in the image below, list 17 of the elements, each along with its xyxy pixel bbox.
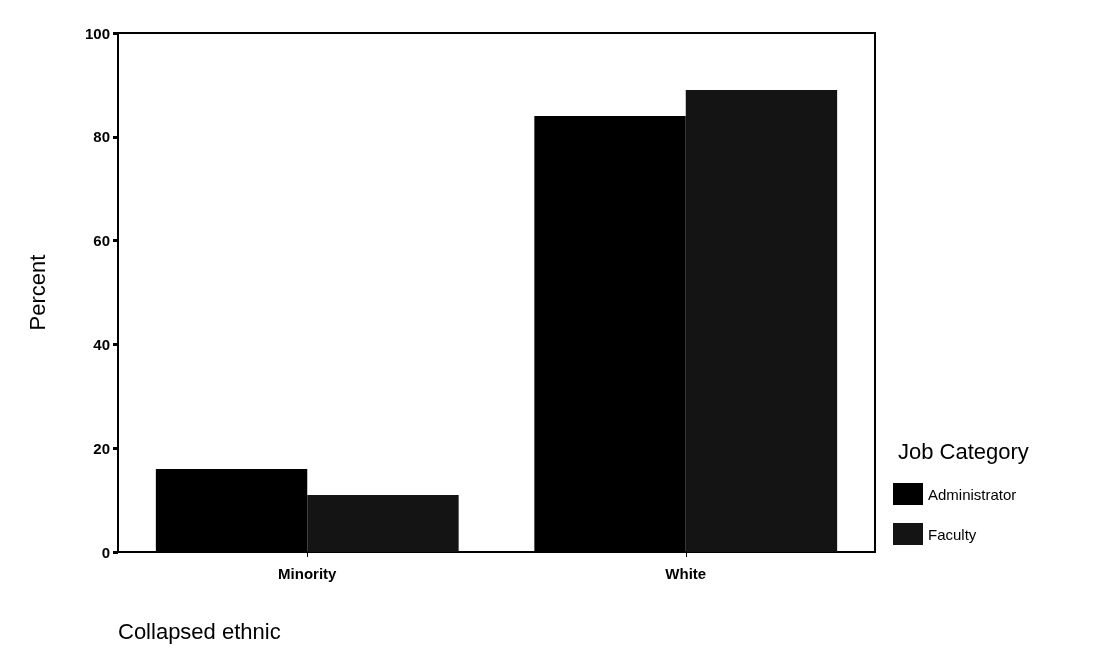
- x-tick-label: Minority: [278, 565, 338, 582]
- bar: [155, 468, 308, 552]
- x-tick-label: White: [665, 565, 707, 582]
- bar: [534, 116, 686, 552]
- x-axis-title: Collapsed ethnic: [118, 618, 281, 644]
- y-tick-label: 0: [101, 543, 110, 561]
- y-tick-label: 20: [93, 439, 110, 457]
- legend-title: Job Category: [898, 438, 1029, 464]
- y-tick-label: 100: [84, 24, 110, 42]
- bar: [685, 90, 838, 552]
- bar: [307, 494, 459, 552]
- y-axis-title: Percent: [24, 254, 50, 331]
- y-tick-label: 40: [93, 335, 110, 353]
- legend-label: Administrator: [928, 485, 1017, 503]
- y-tick-label: 80: [93, 128, 110, 146]
- y-tick-label: 60: [93, 232, 110, 250]
- legend-label: Faculty: [928, 525, 977, 543]
